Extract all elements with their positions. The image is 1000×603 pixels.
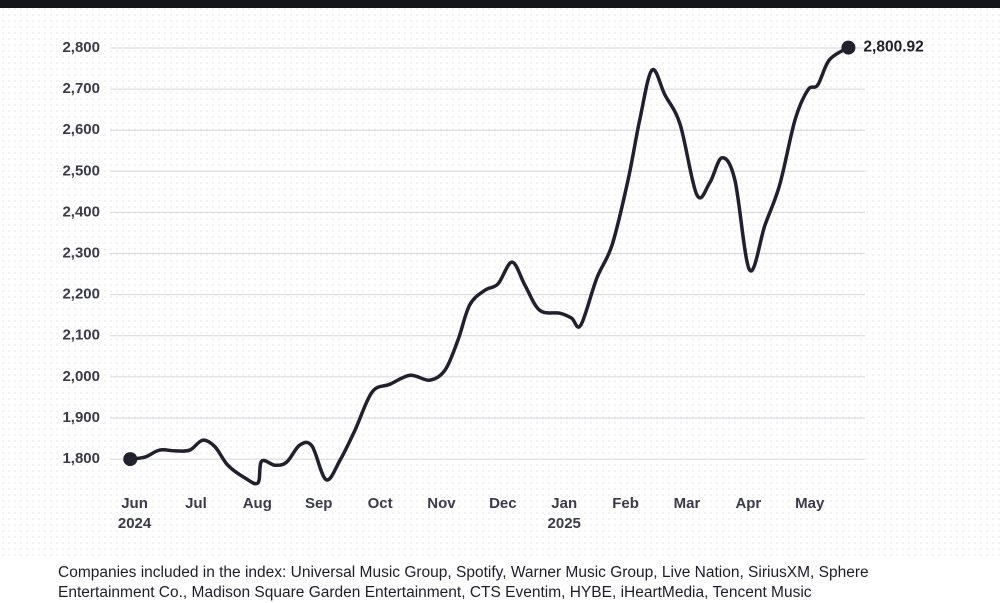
y-tick-label: 2,600 [62, 121, 100, 138]
y-tick-label: 2,000 [62, 368, 100, 385]
y-tick-label: 2,100 [62, 327, 100, 344]
y-tick-label: 1,800 [62, 450, 100, 467]
y-tick-label: 2,800 [62, 39, 100, 56]
end-label: 2,800.92 [863, 39, 923, 56]
x-tick-label: Feb [612, 495, 639, 512]
end-marker [841, 40, 856, 55]
y-tick-label: 1,900 [62, 409, 100, 426]
x-tick-label: Apr [735, 495, 761, 512]
x-tick-label: Nov [427, 495, 456, 512]
start-marker [123, 452, 138, 467]
x-tick-label: Dec [489, 495, 517, 512]
x-tick-label: Jul [185, 495, 207, 512]
x-tick-label: Jun [121, 495, 148, 512]
line [128, 45, 851, 486]
top-bar [0, 0, 1000, 8]
x-tick-label: Sep [305, 495, 333, 512]
year-label: 2025 [548, 515, 581, 532]
x-tick-label: May [795, 495, 825, 512]
y-tick-label: 2,300 [62, 245, 100, 262]
y-tick-label: 2,700 [62, 80, 100, 97]
y-tick-label: 2,200 [62, 286, 100, 303]
x-tick-label: Jan [551, 495, 577, 512]
year-label: 2024 [118, 515, 152, 532]
x-tick-label: Mar [674, 495, 701, 512]
x-tick-label: Aug [243, 495, 272, 512]
y-tick-label: 2,400 [62, 203, 100, 220]
y-tick-label: 2,500 [62, 162, 100, 179]
x-tick-label: Oct [368, 495, 393, 512]
footnote: Companies included in the index: Univers… [58, 564, 869, 601]
chart: 1,800 1,900 2,000 2,100 2,200 2,300 2,400 2,500… [0, 0, 1000, 560]
